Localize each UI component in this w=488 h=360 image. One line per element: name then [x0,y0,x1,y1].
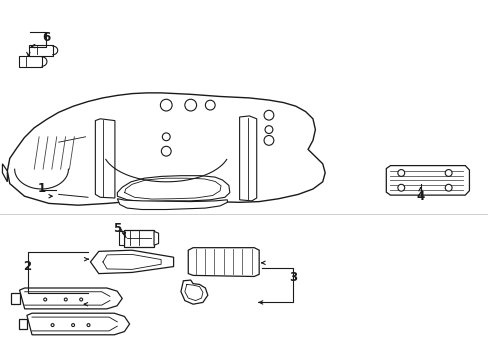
Circle shape [264,126,272,134]
Circle shape [264,110,273,120]
Text: 1: 1 [38,183,45,195]
Circle shape [87,324,90,327]
Polygon shape [188,248,259,276]
Polygon shape [181,280,207,304]
Polygon shape [117,176,229,202]
Polygon shape [20,288,122,309]
Circle shape [160,99,172,111]
Text: 6: 6 [42,31,50,44]
Polygon shape [123,230,154,247]
Text: 2: 2 [23,260,31,273]
Polygon shape [2,164,7,182]
Polygon shape [119,231,123,245]
Circle shape [71,324,74,327]
Polygon shape [11,293,20,303]
Polygon shape [19,319,27,329]
Polygon shape [117,199,227,210]
Polygon shape [239,116,256,201]
Polygon shape [90,250,173,274]
Polygon shape [386,166,468,195]
Circle shape [162,133,170,141]
Polygon shape [95,119,115,198]
Circle shape [161,146,171,156]
Circle shape [64,298,67,301]
Circle shape [184,99,196,111]
Circle shape [397,184,404,191]
Polygon shape [7,93,325,205]
Text: 3: 3 [289,271,297,284]
Circle shape [397,170,404,176]
Circle shape [444,184,451,191]
Polygon shape [154,231,158,245]
Text: 5: 5 [113,222,121,235]
Circle shape [264,135,273,145]
Circle shape [444,170,451,176]
Polygon shape [27,313,129,335]
Polygon shape [19,56,42,67]
Circle shape [51,324,54,327]
Circle shape [80,298,82,301]
Text: 4: 4 [416,190,424,203]
Circle shape [205,100,215,110]
Circle shape [44,298,47,301]
Polygon shape [29,45,53,56]
